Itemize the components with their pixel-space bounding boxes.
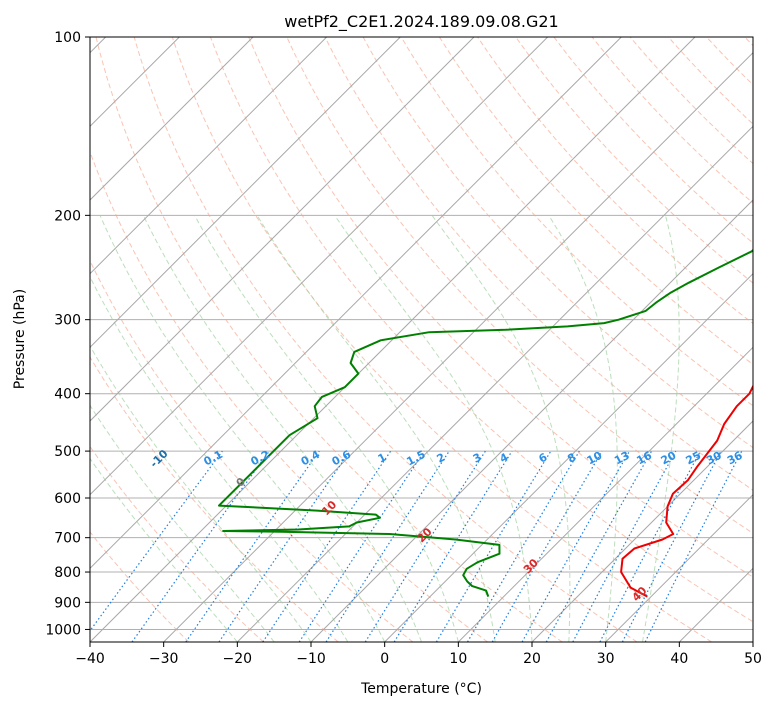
mixing-ratio-line — [325, 450, 450, 642]
dry-adiabat — [90, 150, 488, 642]
y-tick-label: 600 — [54, 491, 81, 507]
chart-title: wetPf2_C2E1.2024.189.09.08.G21 — [284, 12, 558, 32]
isotherm-line — [90, 37, 549, 496]
isotherm-line — [90, 37, 401, 349]
dewpoint-line — [218, 248, 753, 597]
isotherm-line — [90, 37, 475, 422]
dry-adiabat — [133, 37, 638, 642]
moist-adiabat — [90, 275, 349, 642]
mixing-ratio-label: 25 — [684, 449, 704, 468]
x-tick-label: −40 — [75, 651, 105, 667]
adiabat-lines — [90, 37, 753, 642]
mixing-ratio-label: 16 — [634, 449, 654, 468]
dry-adiabat — [90, 531, 190, 642]
dry-adiabat — [324, 37, 753, 491]
sounding-profiles — [218, 248, 753, 598]
mixing-ratio-lines — [90, 450, 743, 642]
dry-adiabat — [171, 37, 712, 642]
mixing-ratio-label: 30 — [704, 449, 724, 468]
dry-adiabat — [90, 356, 339, 642]
x-tick-label: 10 — [449, 651, 467, 667]
temperature-line — [620, 384, 753, 598]
dry-adiabat — [95, 37, 563, 642]
plot-frame — [89, 36, 754, 643]
isotherm-line — [384, 272, 753, 642]
dry-adiabat — [438, 37, 753, 365]
dry-adiabat — [90, 259, 414, 642]
x-axis-label: Temperature (°C) — [360, 681, 482, 697]
isotherm-line — [90, 37, 328, 275]
y-tick-label: 1000 — [45, 622, 81, 638]
adiabat-label: -30 — [0, 379, 9, 402]
dry-adiabat — [477, 37, 753, 325]
dry-adiabat — [248, 37, 753, 578]
isotherm-line — [605, 493, 753, 642]
isotherm-line — [90, 37, 254, 201]
isotherm-line — [310, 199, 753, 642]
y-tick-label: 700 — [54, 531, 81, 547]
x-tick-label: 40 — [670, 651, 688, 667]
axes: −40 −30 −20 −10 0 10 20 30 40 50 100 200 300 400 500 60… — [45, 30, 762, 667]
mixing-ratio-line — [545, 450, 653, 642]
mixing-ratio-line — [393, 450, 513, 642]
y-tick-label: 800 — [54, 565, 81, 581]
mixing-ratio-label: 10 — [585, 449, 605, 468]
isotherm-line — [163, 51, 753, 642]
x-tick-label: 50 — [744, 651, 762, 667]
mixing-ratio-label: 36 — [725, 449, 745, 468]
y-tick-label: 900 — [54, 595, 81, 611]
moist-adiabat — [256, 215, 496, 642]
mixing-ratio-line — [435, 450, 552, 642]
x-tick-label: −30 — [149, 651, 179, 667]
y-tick-label: 100 — [54, 30, 81, 46]
x-tick-label: 0 — [380, 651, 389, 667]
mixing-ratio-line — [218, 450, 351, 642]
moist-adiabat — [90, 404, 275, 642]
mixing-ratio-line — [131, 450, 270, 642]
plot-background — [90, 37, 753, 642]
dry-adiabat — [553, 37, 753, 244]
y-tick-label: 400 — [54, 387, 81, 403]
mixing-ratio-line — [185, 450, 320, 642]
mixing-ratio-label: 13 — [612, 449, 632, 468]
x-tick-label: 30 — [597, 651, 615, 667]
skewed-isotherms — [90, 37, 753, 642]
moist-adiabat — [642, 215, 680, 642]
y-tick-label: 200 — [54, 208, 81, 224]
isotherm-line — [236, 125, 753, 642]
mixing-ratio-line — [572, 450, 677, 642]
pressure-gridlines — [90, 37, 753, 630]
x-tick-label: 20 — [523, 651, 541, 667]
mixing-ratio-line — [521, 450, 631, 642]
adiabat-label: -20 — [66, 418, 89, 441]
dry-adiabat — [286, 37, 753, 534]
isotherm-line — [90, 37, 622, 570]
isotherm-line — [457, 346, 753, 642]
mixing-ratio-line — [466, 450, 580, 642]
moist-adiabat — [334, 215, 533, 642]
mixing-ratio-line — [90, 450, 223, 632]
moist-adiabat — [194, 215, 459, 642]
mixing-ratio-line — [364, 450, 486, 642]
mixing-ratio-line — [491, 450, 603, 642]
moist-adiabat — [90, 344, 312, 642]
y-tick-label: 300 — [54, 313, 81, 329]
mixing-ratio-label: 20 — [659, 449, 679, 468]
isotherm-line — [752, 641, 753, 642]
dry-adiabat — [591, 37, 753, 204]
x-tick-label: −10 — [296, 651, 326, 667]
y-tick-label: 500 — [54, 444, 81, 460]
moist-adiabat — [99, 215, 386, 642]
y-axis-label: Pressure (hPa) — [12, 289, 28, 389]
x-tick-label: −20 — [223, 651, 253, 667]
isotherm-line — [531, 420, 753, 642]
isotherm-line — [90, 37, 696, 642]
dry-adiabat — [400, 37, 753, 407]
dry-adiabat — [210, 37, 753, 623]
